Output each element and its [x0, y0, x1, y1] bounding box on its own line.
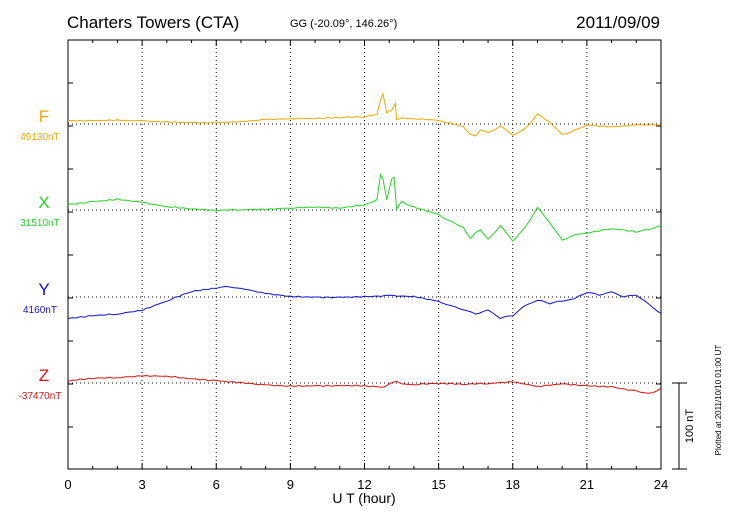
series-name-y: Y	[38, 280, 49, 299]
series-baseline-y: 4160nT	[23, 305, 57, 316]
series-layer	[67, 92, 662, 394]
series-name-f: F	[39, 107, 49, 126]
x-tick-label: 24	[654, 477, 668, 492]
axis-ticks	[67, 39, 662, 469]
station-coordinates: GG (-20.09°, 146.26°)	[290, 18, 397, 30]
scale-bar-label: 100 nT	[684, 409, 696, 444]
station-title: Charters Towers (CTA)	[67, 13, 239, 32]
series-name-x: X	[38, 193, 49, 212]
series-line-z	[67, 374, 662, 394]
scale-bar: 100 nT	[672, 382, 696, 470]
plot-date: 2011/09/09	[576, 13, 660, 32]
x-tick-label: 3	[139, 477, 146, 492]
x-tick-label: 18	[506, 477, 520, 492]
series-line-f	[67, 92, 662, 137]
series-line-y	[67, 285, 662, 320]
axis-labels: 0 3 6 9 12 15 18 21 24 F 49130nT X 31510nT Y 4160nT Z -3…	[19, 107, 669, 492]
series-baseline-f: 49130nT	[20, 132, 59, 143]
x-tick-label: 6	[213, 477, 220, 492]
plotted-timestamp: Plotted at 2011/10/10 01:00 UT	[714, 345, 723, 456]
grid	[68, 40, 661, 469]
series-baseline-z: -37470nT	[19, 391, 62, 402]
x-tick-label: 9	[287, 477, 294, 492]
x-tick-label: 15	[431, 477, 445, 492]
series-line-x	[67, 173, 662, 242]
x-tick-label: 21	[580, 477, 594, 492]
x-axis-label: U T (hour)	[332, 490, 395, 506]
series-name-z: Z	[39, 366, 49, 385]
series-baseline-x: 31510nT	[20, 218, 59, 229]
x-tick-label: 0	[64, 477, 71, 492]
x-tick-label: 12	[357, 477, 371, 492]
